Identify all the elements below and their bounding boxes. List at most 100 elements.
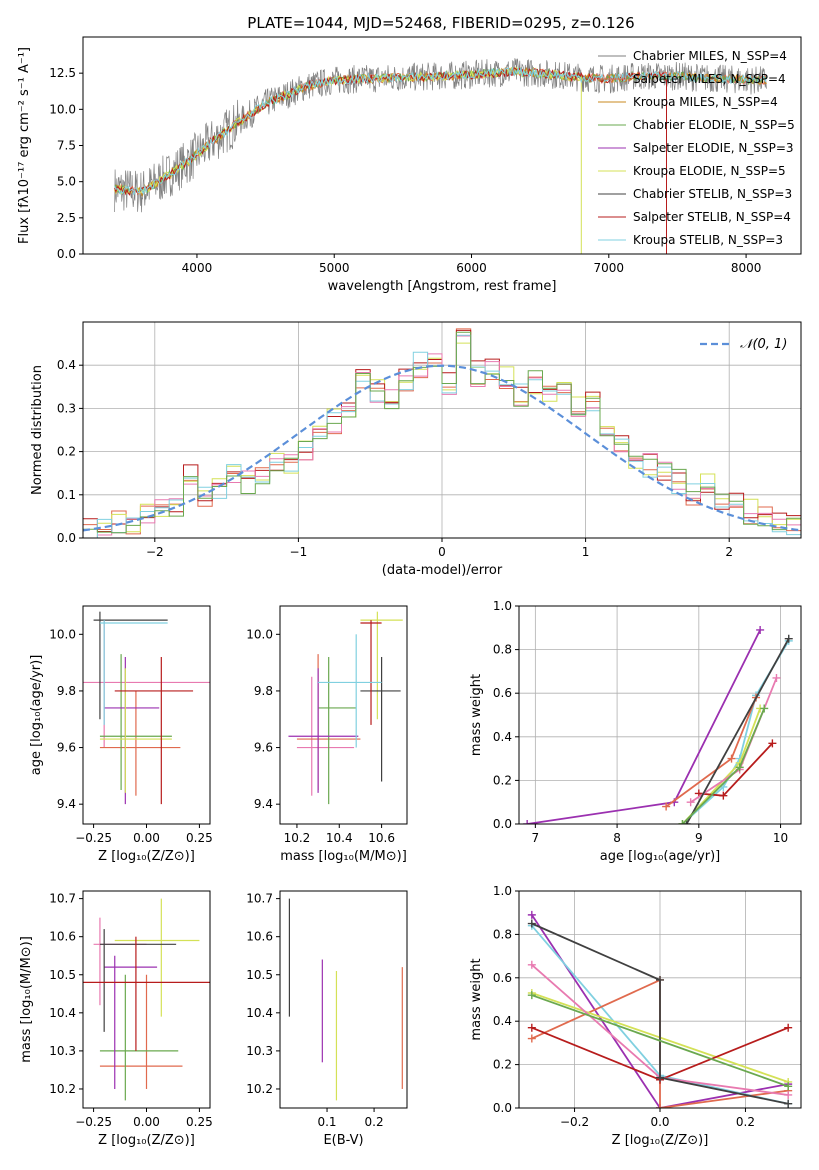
x-tick-label: 7 (532, 831, 540, 845)
mass-weight-vs-age-panel: 7 8 9 10 0.0 0.2 0.4 0.6 0.8 1.0 age [log₁₀(age/yr… (469, 599, 802, 864)
x-tick-label: −2 (146, 545, 164, 559)
spectrum-model-line (114, 66, 768, 196)
x-axis-label: E(B-V) (323, 1133, 363, 1148)
x-tick-label: 0.25 (186, 831, 213, 845)
x-tick-label: 6000 (456, 261, 487, 275)
y-tick-label: 10.3 (246, 1044, 273, 1058)
y-tick-label: 0.6 (493, 686, 512, 700)
y-tick-label: 10.6 (246, 930, 273, 944)
y-tick-label: 0.1 (57, 488, 76, 502)
legend-entry: Kroupa STELIB, N_SSP=3 (633, 233, 783, 247)
plot-area (527, 910, 793, 1108)
legend-entry: Salpeter ELODIE, N_SSP=3 (633, 141, 794, 155)
y-tick-label: 10.6 (49, 930, 76, 944)
mass-weight-marker (678, 820, 687, 824)
x-tick-label: 0.00 (133, 1115, 160, 1129)
x-tick-label: 0 (438, 545, 446, 559)
mass-weight-line (698, 742, 774, 797)
y-tick-label: 0.3 (57, 401, 76, 415)
mass-vs-metallicity-panel: −0.25 0.00 0.25 10.2 10.3 10.4 10.5 10.6 10.7 Z [… (19, 890, 213, 1148)
mass-weight-marker (784, 1090, 793, 1099)
mass-weight-marker (662, 802, 671, 811)
axes-frame (82, 321, 802, 539)
y-tick-label: 10.4 (246, 1006, 273, 1020)
x-tick-label: 9 (695, 831, 703, 845)
spectrum-data-line (114, 58, 767, 213)
spectrum-model-line (114, 66, 768, 196)
residuals-panel: −2 −1 0 1 2 0.0 0.1 0.2 0.3 0.4 (data-model)/error… (30, 321, 802, 578)
y-tick-label: 0.0 (57, 247, 76, 261)
plot-area (83, 328, 801, 538)
legend-entry: Salpeter STELIB, N_SSP=4 (633, 210, 791, 224)
y-tick-label: 0.4 (57, 358, 76, 372)
mass-weight-marker (784, 634, 793, 643)
y-tick-label: 7.5 (57, 139, 76, 153)
x-axis-label: Z [log₁₀(Z/Z⊙)] (98, 1133, 195, 1148)
y-tick-label: 0.8 (493, 927, 512, 941)
legend-entry: Chabrier MILES, N_SSP=4 (633, 49, 787, 63)
x-tick-label: −1 (290, 545, 308, 559)
x-tick-label: 0.0 (650, 1115, 669, 1129)
normal-curve (83, 364, 801, 532)
y-tick-label: 9.6 (254, 741, 273, 755)
plot-area (83, 611, 210, 805)
y-tick-label: 10.5 (49, 968, 76, 982)
y-tick-label: 10.3 (49, 1044, 76, 1058)
y-tick-label: 10.4 (49, 1006, 76, 1020)
y-tick-label: 0.2 (57, 445, 76, 459)
y-tick-label: 12.5 (49, 66, 76, 80)
x-tick-label: 0.2 (365, 1115, 384, 1129)
plot-area (288, 611, 403, 805)
mass-weight-marker (527, 1034, 536, 1043)
mass-weight-marker (523, 820, 532, 824)
x-tick-label: −0.25 (75, 1115, 112, 1129)
y-axis-label: mass [log₁₀(M/M⊙)] (19, 936, 34, 1063)
x-axis-label: wavelength [Angstrom, rest frame] (328, 279, 557, 294)
y-tick-label: 9.8 (254, 684, 273, 698)
plot-area (288, 898, 403, 1101)
y-tick-label: 5.0 (57, 175, 76, 189)
spectrum-legend: Chabrier MILES, N_SSP=4 Salpeter MILES, N… (598, 49, 795, 247)
mass-weight-line (531, 994, 789, 1088)
legend-entry: 𝒩(0, 1) (740, 337, 787, 352)
y-tick-label: 10.2 (49, 1082, 76, 1096)
mass-weight-marker (527, 919, 536, 928)
mass-weight-vs-metallicity-panel: −0.2 0.0 0.2 0.0 0.2 0.4 0.6 0.8 1.0 Z [log₁₀(Z/Z… (469, 884, 802, 1148)
mass-weight-marker (727, 754, 736, 763)
y-tick-label: 0.2 (493, 1058, 512, 1072)
mass-weight-marker (682, 820, 691, 824)
axes-frame (82, 605, 211, 825)
legend-entry: Salpeter MILES, N_SSP=4 (633, 72, 786, 86)
y-tick-label: 0.6 (493, 971, 512, 985)
mass-weight-line (531, 922, 789, 1105)
x-tick-label: 7000 (594, 261, 625, 275)
chart-title: PLATE=1044, MJD=52468, FIBERID=0295, z=0… (247, 14, 634, 32)
legend-entry: Chabrier ELODIE, N_SSP=5 (633, 118, 795, 132)
y-tick-label: 0.8 (493, 643, 512, 657)
mass-weight-marker (686, 798, 695, 807)
x-tick-label: 2 (725, 545, 733, 559)
y-tick-label: 10.7 (49, 892, 76, 906)
x-tick-label: 0.2 (736, 1115, 755, 1129)
mass-weight-line (685, 638, 790, 824)
x-axis-label: Z [log₁₀(Z/Z⊙)] (612, 1133, 709, 1148)
x-axis-label: age [log₁₀(age/yr)] (600, 849, 721, 864)
mass-vs-ebv-panel: 0.1 0.2 10.2 10.3 10.4 10.5 10.6 10.7 E(B-V) (246, 890, 408, 1148)
spectrum-panel: 4000 5000 6000 7000 8000 0.0 2.5 5.0 7.5 10.0 12.5… (17, 36, 802, 294)
y-tick-label: 9.8 (57, 684, 76, 698)
mass-weight-line (531, 914, 789, 1108)
mass-weight-marker (784, 1099, 793, 1108)
mass-weight-marker (527, 1023, 536, 1032)
mass-weight-marker (719, 791, 728, 800)
mass-weight-marker (768, 739, 777, 748)
y-tick-label: 2.5 (57, 211, 76, 225)
axes-frame (518, 605, 802, 825)
residual-legend: 𝒩(0, 1) (700, 337, 787, 352)
x-tick-label: 0.1 (317, 1115, 336, 1129)
mass-weight-marker (527, 960, 536, 969)
y-tick-label: 9.4 (254, 797, 273, 811)
legend-entry: Kroupa ELODIE, N_SSP=5 (633, 164, 786, 178)
axes-frame (82, 890, 211, 1109)
y-axis-label: mass weight (469, 674, 484, 756)
